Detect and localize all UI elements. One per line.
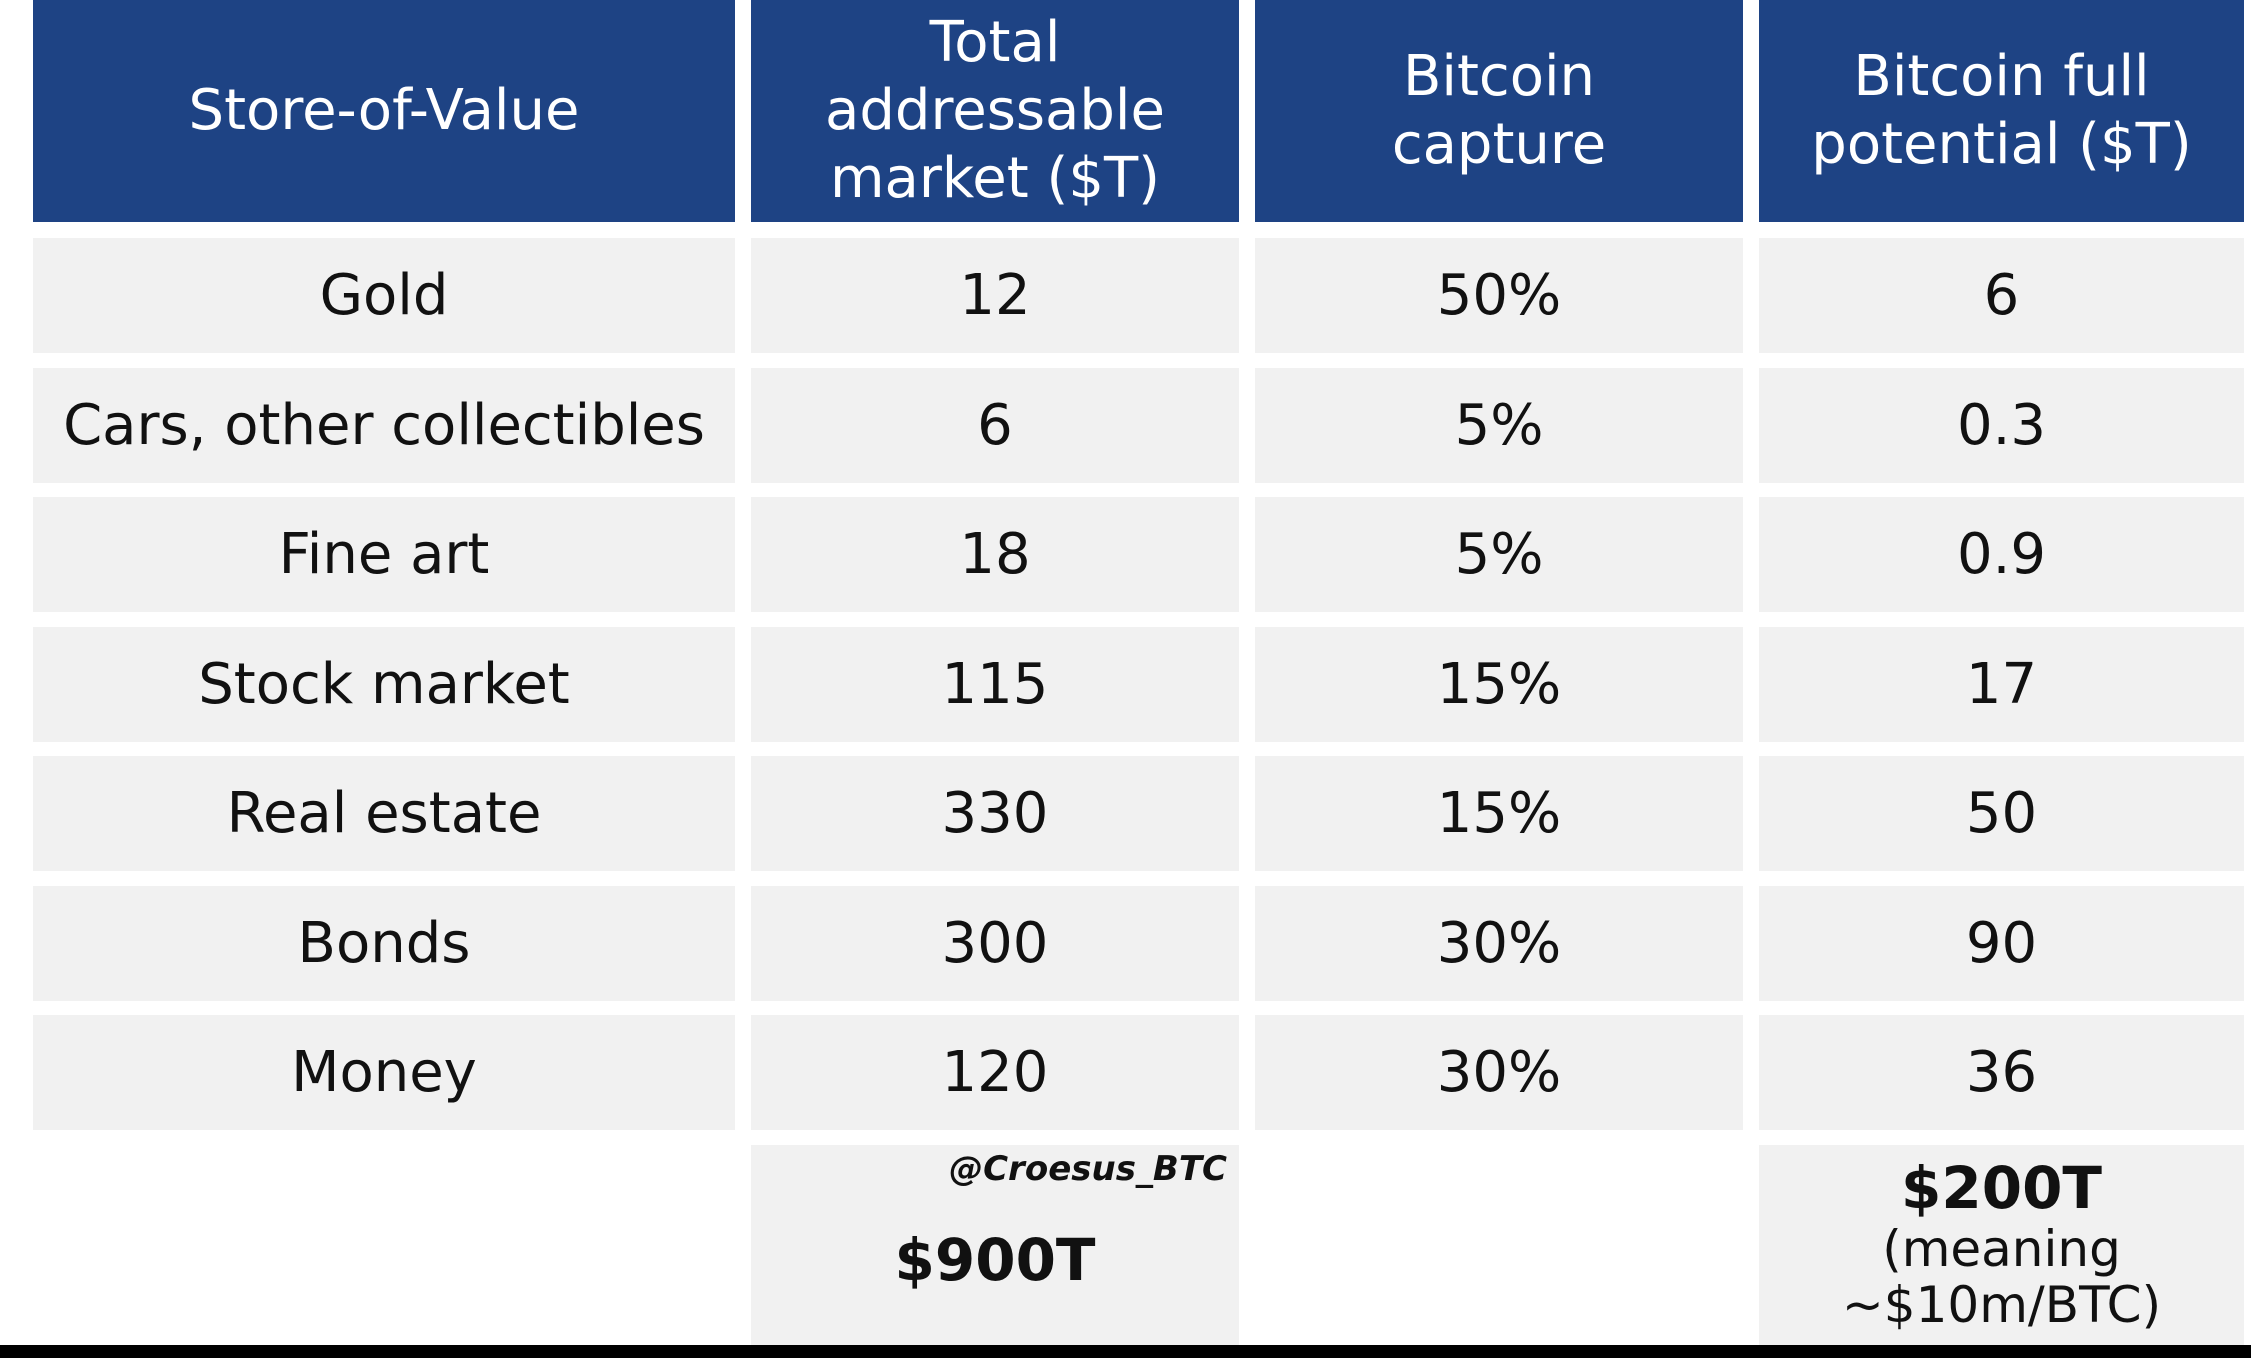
table-cell: 115 <box>751 627 1239 742</box>
header-label-line: addressable <box>825 78 1165 143</box>
header-label: Store-of-Value <box>189 77 580 145</box>
market-total-cell: @Croesus_BTC $900T <box>751 1145 1239 1345</box>
header-label-line: Total <box>929 10 1061 75</box>
table-cell: 300 <box>751 886 1239 1001</box>
header-cell: Store-of-Value <box>33 0 735 222</box>
table-cell: 0.9 <box>1759 497 2244 612</box>
table-cell: 90 <box>1759 886 2244 1001</box>
potential-note-line: ~$10m/BTC) <box>1841 1276 2162 1334</box>
table-cell: 50% <box>1255 238 1743 353</box>
row-label-cell: Gold <box>33 238 735 353</box>
header-cell: Bitcoin full potential ($T) <box>1759 0 2244 222</box>
market-total-value: $900T <box>894 1226 1096 1294</box>
header-label: Bitcoin capture <box>1392 43 1606 179</box>
header-label-line: Bitcoin full <box>1853 44 2150 109</box>
potential-note-line: (meaning <box>1882 1220 2121 1278</box>
table-cell: 18 <box>751 497 1239 612</box>
header-label-line: Bitcoin <box>1402 44 1596 109</box>
header-label-line: potential ($T) <box>1811 112 2192 177</box>
table-cell: 5% <box>1255 368 1743 483</box>
header-label: Bitcoin full potential ($T) <box>1811 43 2191 179</box>
table-cell: 30% <box>1255 886 1743 1001</box>
table-cell: 0.3 <box>1759 368 2244 483</box>
table-cell: 50 <box>1759 756 2244 871</box>
table-cell: 36 <box>1759 1015 2244 1130</box>
header-label-line: Store-of-Value <box>188 78 580 143</box>
table-cell: 5% <box>1255 497 1743 612</box>
table-cell: 6 <box>751 368 1239 483</box>
row-label-cell: Cars, other collectibles <box>33 368 735 483</box>
table-cell: 30% <box>1255 1015 1743 1130</box>
row-label-cell: Bonds <box>33 886 735 1001</box>
potential-total-cell: $200T (meaning ~$10m/BTC) <box>1759 1145 2244 1345</box>
header-label-line: capture <box>1391 112 1607 177</box>
table-cell: 6 <box>1759 238 2244 353</box>
row-label-cell: Real estate <box>33 756 735 871</box>
header-cell: Bitcoin capture <box>1255 0 1743 222</box>
row-label-cell: Money <box>33 1015 735 1130</box>
table-cell: 120 <box>751 1015 1239 1130</box>
table-cell: 330 <box>751 756 1239 871</box>
potential-total-value: $200T <box>1901 1154 2102 1222</box>
header-label-line: market ($T) <box>829 146 1161 211</box>
header-cell: Total addressable market ($T) <box>751 0 1239 222</box>
row-label-cell: Fine art <box>33 497 735 612</box>
row-label-cell: Stock market <box>33 627 735 742</box>
table-cell: 15% <box>1255 627 1743 742</box>
table-cell: 17 <box>1759 627 2244 742</box>
bottom-bar <box>0 1345 2251 1358</box>
table-cell: 12 <box>751 238 1239 353</box>
watermark-handle: @Croesus_BTC <box>949 1149 1227 1189</box>
header-label: Total addressable market ($T) <box>825 9 1165 213</box>
table-cell: 15% <box>1255 756 1743 871</box>
